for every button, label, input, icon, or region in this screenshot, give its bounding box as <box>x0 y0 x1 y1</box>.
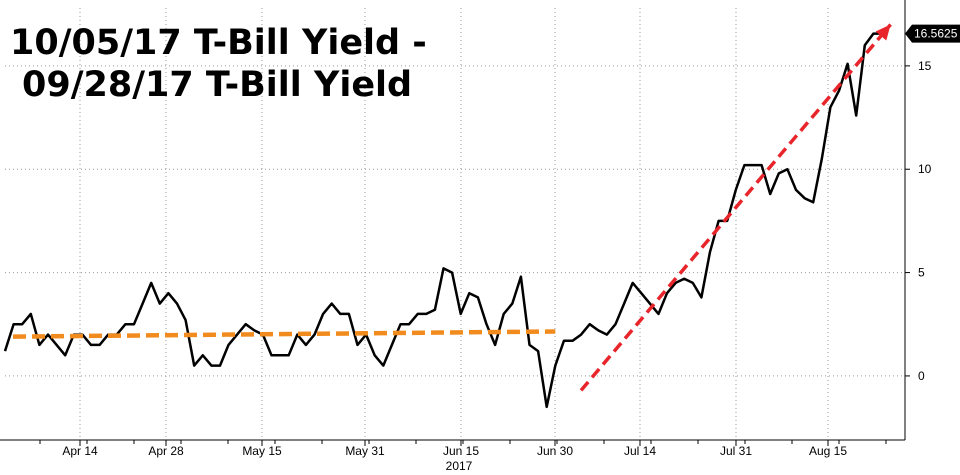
y-tick-label: 10 <box>918 162 932 176</box>
x-tick-label: Jun 15 <box>443 444 479 458</box>
x-tick-label: Aug 15 <box>809 444 847 458</box>
axis-layer <box>0 0 910 446</box>
trend-arrowhead <box>875 24 891 41</box>
x-tick-label: May 15 <box>242 444 282 458</box>
x-tick-label: Apr 28 <box>148 444 184 458</box>
x-tick-label: Jul 14 <box>624 444 656 458</box>
last-value-badge <box>905 24 960 43</box>
label-layer: Apr 14 Apr 28 May 15 May 31 Jun 15 Jun 30 Jul … <box>62 24 960 473</box>
x-tick-label: Jul 31 <box>720 444 752 458</box>
series-line <box>3 32 882 409</box>
x-tick-label: Apr 14 <box>62 444 98 458</box>
trend-line-flat <box>12 329 556 339</box>
x-year-label: 2017 <box>446 459 473 473</box>
y-tick-label: 0 <box>918 369 925 383</box>
x-tick-label: Jun 30 <box>537 444 573 458</box>
chart-title: 10/05/17 T-Bill Yield - 09/28/17 T-Bill … <box>10 23 427 105</box>
trend-layer <box>12 23 892 392</box>
series-layer <box>3 32 882 409</box>
last-value-label: 16.5625 <box>914 27 958 41</box>
title-line-2: 09/28/17 T-Bill Yield <box>22 65 412 105</box>
x-tick-label: May 31 <box>345 444 385 458</box>
trend-line-up <box>579 23 892 392</box>
y-tick-label: 5 <box>918 266 925 280</box>
grid-layer <box>5 8 905 440</box>
y-tick-label: 15 <box>918 59 932 73</box>
title-line-1: 10/05/17 T-Bill Yield - <box>10 23 427 63</box>
